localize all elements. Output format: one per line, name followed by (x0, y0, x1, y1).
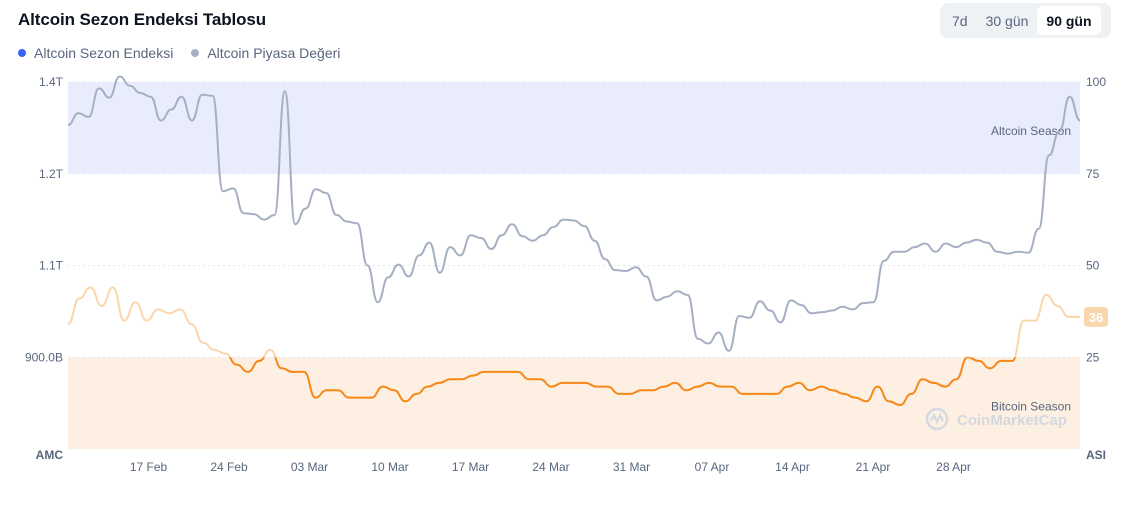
legend-dot-icon (18, 49, 26, 57)
zone-label-1: Bitcoin Season (991, 399, 1071, 413)
range-tab-90d[interactable]: 90 gün (1037, 6, 1101, 35)
left-tick-label: 1.2T (39, 167, 64, 181)
left-axis-label: AMC (36, 448, 64, 462)
legend-item-amc[interactable]: Altcoin Piyasa Değeri (191, 45, 340, 61)
series-line-asi (228, 357, 1017, 407)
right-tick-label: 100 (1086, 75, 1106, 89)
range-tab-30d[interactable]: 30 gün (985, 12, 1029, 29)
page-title: Altcoin Sezon Endeksi Tablosu (18, 10, 267, 29)
right-axis-label: ASI (1086, 448, 1106, 462)
right-tick-label: 25 (1086, 350, 1100, 364)
cmc-logo-mark-icon (930, 412, 944, 425)
x-tick-label: 24 Mar (532, 460, 569, 474)
legend-label: Altcoin Sezon Endeksi (34, 45, 174, 61)
x-tick-label: 14 Apr (775, 460, 810, 474)
x-tick-label: 24 Feb (210, 460, 248, 474)
current-value-badge (1084, 306, 1108, 327)
left-tick-label: 1.4T (39, 75, 64, 89)
x-tick-label: 07 Apr (695, 460, 730, 474)
chart-legend: Altcoin Sezon Endeksi Altcoin Piyasa Değ… (18, 45, 340, 61)
x-tick-label: 10 Mar (371, 460, 408, 474)
left-tick-label: 1.1T (39, 259, 64, 273)
zone-band-1 (68, 357, 1080, 449)
right-tick-label: 50 (1086, 259, 1100, 273)
zone-label-0: Altcoin Season (991, 124, 1071, 138)
coinmarketcap-watermark: CoinMarketCap (925, 407, 1067, 431)
x-tick-label: 21 Apr (856, 460, 891, 474)
legend-label: Altcoin Piyasa Değeri (207, 45, 341, 61)
current-value-text: 36 (1089, 310, 1103, 325)
x-tick-label: 31 Mar (613, 460, 650, 474)
series-line-amc (67, 75, 1081, 352)
time-range-selector: 7d 30 gün 90 gün (940, 3, 1111, 38)
x-tick-label: 17 Feb (130, 460, 168, 474)
x-tick-label: 28 Apr (936, 460, 971, 474)
x-tick-label: 17 Mar (452, 460, 489, 474)
right-tick-label: 75 (1086, 167, 1100, 181)
x-tick-label: 03 Mar (291, 460, 328, 474)
legend-item-asi[interactable]: Altcoin Sezon Endeksi (18, 45, 173, 61)
left-tick-label: 900.0B (25, 350, 63, 364)
watermark-text: CoinMarketCap (957, 412, 1067, 429)
legend-dot-icon (191, 49, 200, 57)
zone-band-0 (68, 82, 1080, 174)
range-tab-7d[interactable]: 7d (952, 12, 968, 29)
cmc-logo-icon (925, 407, 949, 431)
